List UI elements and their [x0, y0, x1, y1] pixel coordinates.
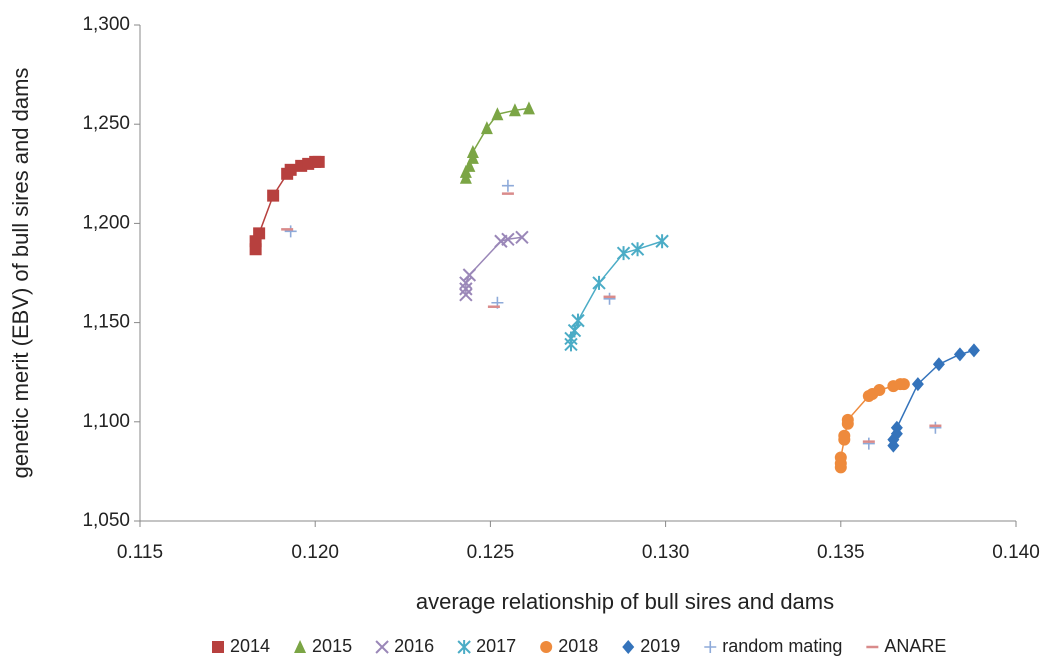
x-tick-label: 0.125 — [467, 542, 515, 563]
x-tick-label: 0.135 — [817, 542, 865, 563]
data-point — [312, 155, 325, 168]
data-point — [616, 246, 631, 261]
data-point — [480, 121, 493, 135]
data-point — [522, 101, 535, 115]
legend-marker — [212, 641, 224, 653]
legend-marker — [622, 640, 635, 654]
data-point — [463, 158, 476, 172]
data-point — [515, 230, 529, 244]
data-point — [897, 378, 910, 391]
data-point — [932, 357, 945, 372]
legend-marker — [704, 641, 717, 653]
data-point — [838, 429, 851, 442]
legend-label: 2017 — [476, 636, 516, 656]
data-point — [911, 377, 924, 392]
data-point — [929, 421, 942, 434]
data-point — [630, 242, 645, 257]
data-point — [841, 413, 854, 426]
data-point — [284, 163, 297, 176]
data-point — [267, 189, 280, 202]
legend-label: 2014 — [230, 636, 270, 656]
legend-marker — [375, 640, 389, 654]
data-point — [834, 451, 847, 464]
x-tick-label: 0.130 — [642, 542, 690, 563]
legend-label: ANARE — [884, 636, 946, 656]
y-tick-label: 1,100 — [82, 411, 130, 432]
legend-label: 2019 — [640, 636, 680, 656]
y-tick-label: 1,200 — [82, 212, 130, 233]
data-point — [873, 384, 886, 397]
data-point — [501, 179, 514, 192]
legend-marker — [540, 641, 553, 653]
data-point — [592, 275, 606, 290]
x-tick-label: 0.140 — [992, 542, 1040, 563]
data-point — [508, 103, 521, 117]
trendline — [465, 236, 523, 295]
data-point — [501, 232, 515, 246]
data-point — [462, 268, 477, 282]
data-point — [603, 292, 616, 305]
legend-label: 2015 — [312, 636, 352, 656]
legend-marker — [294, 640, 307, 653]
x-tick-label: 0.120 — [291, 542, 339, 563]
data-point — [967, 343, 980, 358]
data-point — [655, 234, 669, 249]
x-tick-label: 0.115 — [117, 542, 163, 563]
data-point — [253, 227, 266, 240]
legend-marker — [457, 640, 471, 654]
data-point — [466, 144, 479, 158]
x-axis-title: average relationship of bull sires and d… — [416, 589, 834, 614]
data-point — [890, 420, 903, 435]
trendline — [570, 240, 663, 345]
legend-label: 2016 — [394, 636, 434, 656]
data-point — [459, 276, 473, 290]
data-point — [284, 225, 297, 238]
y-tick-label: 1,050 — [82, 510, 130, 531]
data-point — [459, 282, 473, 296]
data-point — [953, 347, 966, 362]
y-axis-title: genetic merit (EBV) of bull sires and da… — [8, 68, 33, 479]
data-point — [571, 313, 585, 328]
y-tick-label: 1,150 — [82, 312, 130, 333]
y-tick-label: 1,300 — [82, 14, 130, 35]
data-point — [459, 288, 473, 302]
y-tick-label: 1,250 — [82, 113, 130, 134]
legend-label: random mating — [722, 636, 842, 656]
data-point — [491, 107, 504, 121]
data-point — [862, 437, 875, 450]
legend-label: 2018 — [558, 636, 598, 656]
